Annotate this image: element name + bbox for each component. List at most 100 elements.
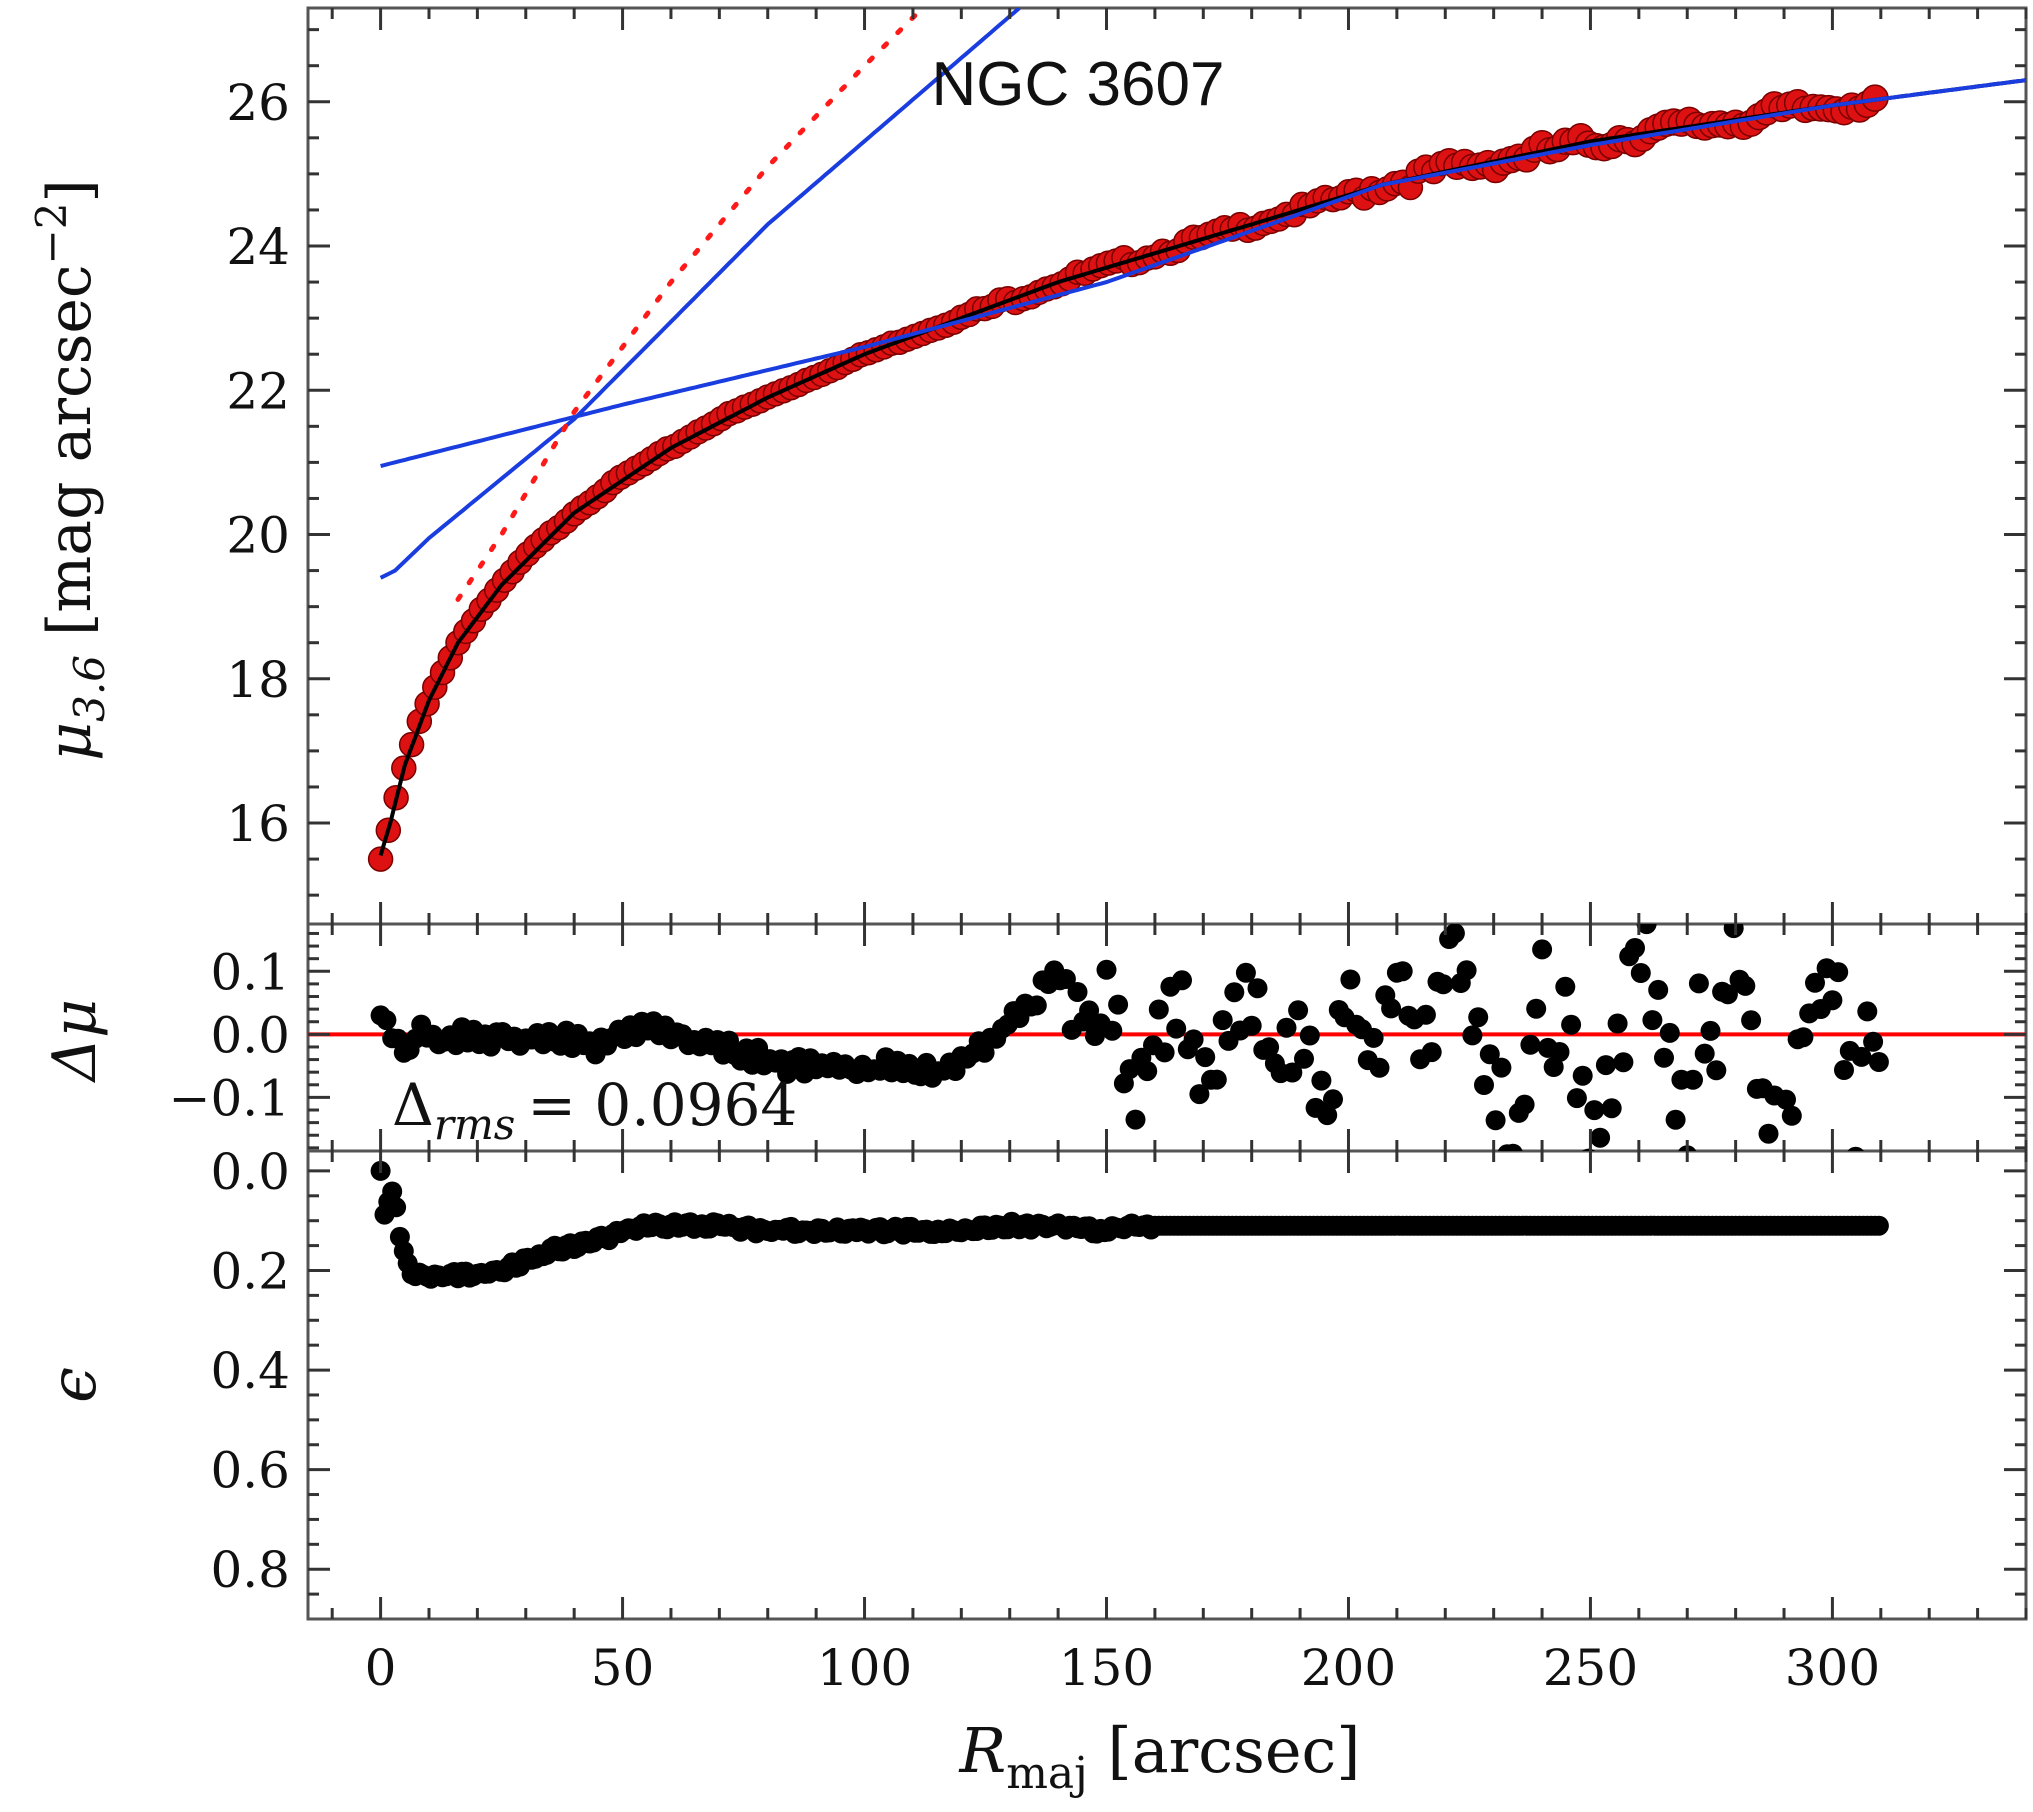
residual-point [1572, 1065, 1593, 1086]
residual-point [1108, 994, 1129, 1015]
residual-point [1636, 924, 1657, 935]
y-axis-title-residual: Δμ [40, 999, 110, 1083]
y-tick-label: 0.8 [210, 1541, 290, 1599]
residual-point [1851, 1046, 1872, 1067]
residual-point [1317, 1105, 1338, 1126]
residual-data-layer [308, 924, 2026, 1178]
residual-point [1625, 938, 1645, 958]
model-line-dotted-component [455, 8, 926, 602]
residual-point [1241, 1015, 1262, 1036]
x-axis-subscript: maj [1006, 1748, 1088, 1799]
residual-point [1299, 1025, 1320, 1046]
residual-point [1421, 1042, 1442, 1063]
residual-point [1526, 998, 1547, 1019]
residual-point [1479, 1044, 1500, 1065]
x-tick-label: 0 [365, 1639, 397, 1697]
residual-point [1868, 1052, 1889, 1072]
model-line-outer-component [380, 78, 2026, 468]
residual-point [1822, 990, 1843, 1011]
x-axis-symbol: R [959, 1714, 1007, 1787]
mu-symbol: μ [35, 722, 105, 761]
y-tick-label: −0.1 [169, 1069, 290, 1127]
residual-point [1288, 1000, 1309, 1021]
residual-point [1503, 1143, 1523, 1151]
residual-point [1154, 1042, 1175, 1063]
x-axis-title: Rmaj [arcsec] [959, 1714, 1361, 1799]
residual-point [1688, 973, 1709, 994]
residual-point [1148, 999, 1169, 1020]
surface-brightness-panel-frame [306, 6, 2028, 926]
residual-point [1543, 1057, 1564, 1077]
residual-point [1683, 1069, 1703, 1090]
residual-point [1259, 1037, 1280, 1058]
residual-point [1433, 974, 1454, 995]
residual-point [1462, 1025, 1483, 1046]
residual-point [1532, 939, 1553, 960]
y-tick-label: 22 [226, 362, 290, 420]
residual-point [1805, 972, 1825, 993]
residual-point [1776, 1089, 1796, 1110]
residual-point [1096, 959, 1117, 980]
rms-annotation-subscript: rms [434, 1100, 515, 1149]
residual-point [1125, 1109, 1146, 1130]
residual-point [1700, 1020, 1721, 1041]
residual-point [1741, 1010, 1762, 1031]
y-tick-label: 24 [226, 218, 290, 276]
ellipticity-point [382, 1181, 403, 1202]
residual-point [1444, 924, 1465, 944]
residual-point [1847, 1146, 1864, 1151]
residual-point [1590, 1127, 1611, 1148]
x-tick-label: 250 [1543, 1639, 1638, 1697]
residual-point [1659, 1022, 1680, 1043]
residual-point [1648, 979, 1669, 1000]
residual-point [1595, 1055, 1616, 1076]
ellipticity-data-layer [370, 1160, 1889, 1289]
rms-annotation-symbol: Δ [392, 1071, 434, 1139]
y-tick-label: 18 [226, 651, 290, 709]
y-tick-label: 0.4 [210, 1342, 290, 1400]
residual-point [1381, 998, 1402, 1019]
y-tick-label: 0.6 [210, 1442, 290, 1500]
residual-point [1828, 962, 1849, 983]
residual-point [1857, 1001, 1878, 1022]
residual-point [1491, 1057, 1512, 1078]
model-line-inner-component [379, 8, 1021, 580]
residual-point [1311, 1070, 1332, 1091]
y-tick-label: 26 [226, 74, 290, 132]
residual-point [1079, 1000, 1100, 1021]
y-tick-label: 20 [226, 507, 290, 565]
residual-point [1566, 1088, 1587, 1109]
residual-point [1485, 1110, 1506, 1131]
mu-subscript: 3.6 [65, 655, 114, 722]
residual-point [1717, 984, 1738, 1005]
residual-point [1770, 1158, 1790, 1178]
residual-point [1474, 1075, 1494, 1095]
y-axis-title-surface-brightness: μ3.6 [mag arcsec−2] [27, 179, 114, 761]
residual-point [1735, 975, 1756, 996]
residual-point [1282, 1062, 1303, 1083]
residual-point [1323, 1089, 1343, 1110]
x-tick-label: 300 [1785, 1639, 1880, 1697]
mu-unit-exponent: −2 [27, 203, 76, 265]
x-tick-label: 150 [1059, 1639, 1154, 1697]
residual-point [1212, 1010, 1233, 1031]
residual-point [1137, 1061, 1158, 1082]
residual-point [1224, 982, 1245, 1003]
residual-point [1102, 1020, 1123, 1041]
residual-point [1520, 1034, 1541, 1055]
ellipticity-panel-frame [306, 1149, 2028, 1621]
residual-point [1294, 1048, 1314, 1069]
residual-point [1468, 1007, 1489, 1028]
residual-point [1607, 1013, 1628, 1034]
y-tick-label: 0.0 [210, 1143, 290, 1201]
x-tick-label: 200 [1301, 1639, 1396, 1697]
ellipticity-point [386, 1197, 407, 1218]
tick-marks [308, 8, 2028, 1619]
x-tick-label: 50 [591, 1639, 655, 1697]
residual-point [1863, 1031, 1884, 1052]
residual-point [1694, 1043, 1715, 1064]
residual-point [1369, 1057, 1390, 1078]
residual-point [1172, 970, 1192, 991]
residual-point [1834, 1060, 1854, 1080]
